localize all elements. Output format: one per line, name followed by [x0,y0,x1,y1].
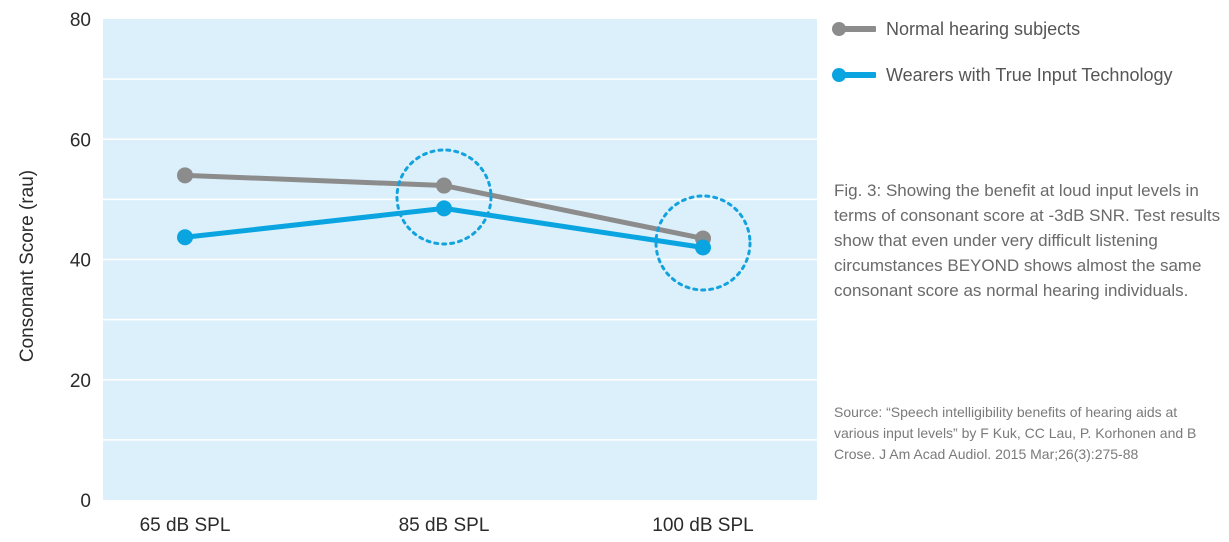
figure-caption: Fig. 3: Showing the benefit at loud inpu… [834,181,1221,300]
data-point-series-0 [436,177,452,194]
y-tick-label: 40 [70,251,91,272]
y-tick-label: 80 [70,10,91,31]
y-tick-label: 0 [80,491,91,512]
y-tick-label: 20 [70,371,91,392]
highlight-circle [654,194,752,292]
legend-swatch-true-input [832,68,876,82]
x-tick-label: 85 dB SPL [399,515,490,536]
y-axis-title: Consonant Score (rau) [17,170,38,362]
data-point-series-1 [436,200,452,217]
data-point-series-0 [177,167,193,184]
legend-label-normal-hearing: Normal hearing subjects [886,18,1081,39]
legend: Normal hearing subjects Wearers with Tru… [832,14,1173,106]
x-tick-label: 100 dB SPL [652,515,753,536]
legend-item-normal-hearing: Normal hearing subjects [832,14,1173,44]
legend-swatch-normal-hearing [832,22,876,36]
highlight-circle [395,148,493,246]
data-point-series-1 [695,239,711,256]
line-chart: 0 20 40 60 80 65 dB SPL 85 dB SPL 100 dB SPL C… [17,10,817,536]
source-citation: Source: “Speech intelligibility benefits… [834,404,1197,462]
y-tick-label: 60 [70,130,91,151]
x-tick-label: 65 dB SPL [140,515,231,536]
data-point-series-1 [177,229,193,246]
legend-label-true-input: Wearers with True Input Technology [886,64,1173,85]
legend-item-true-input: Wearers with True Input Technology [832,60,1173,90]
